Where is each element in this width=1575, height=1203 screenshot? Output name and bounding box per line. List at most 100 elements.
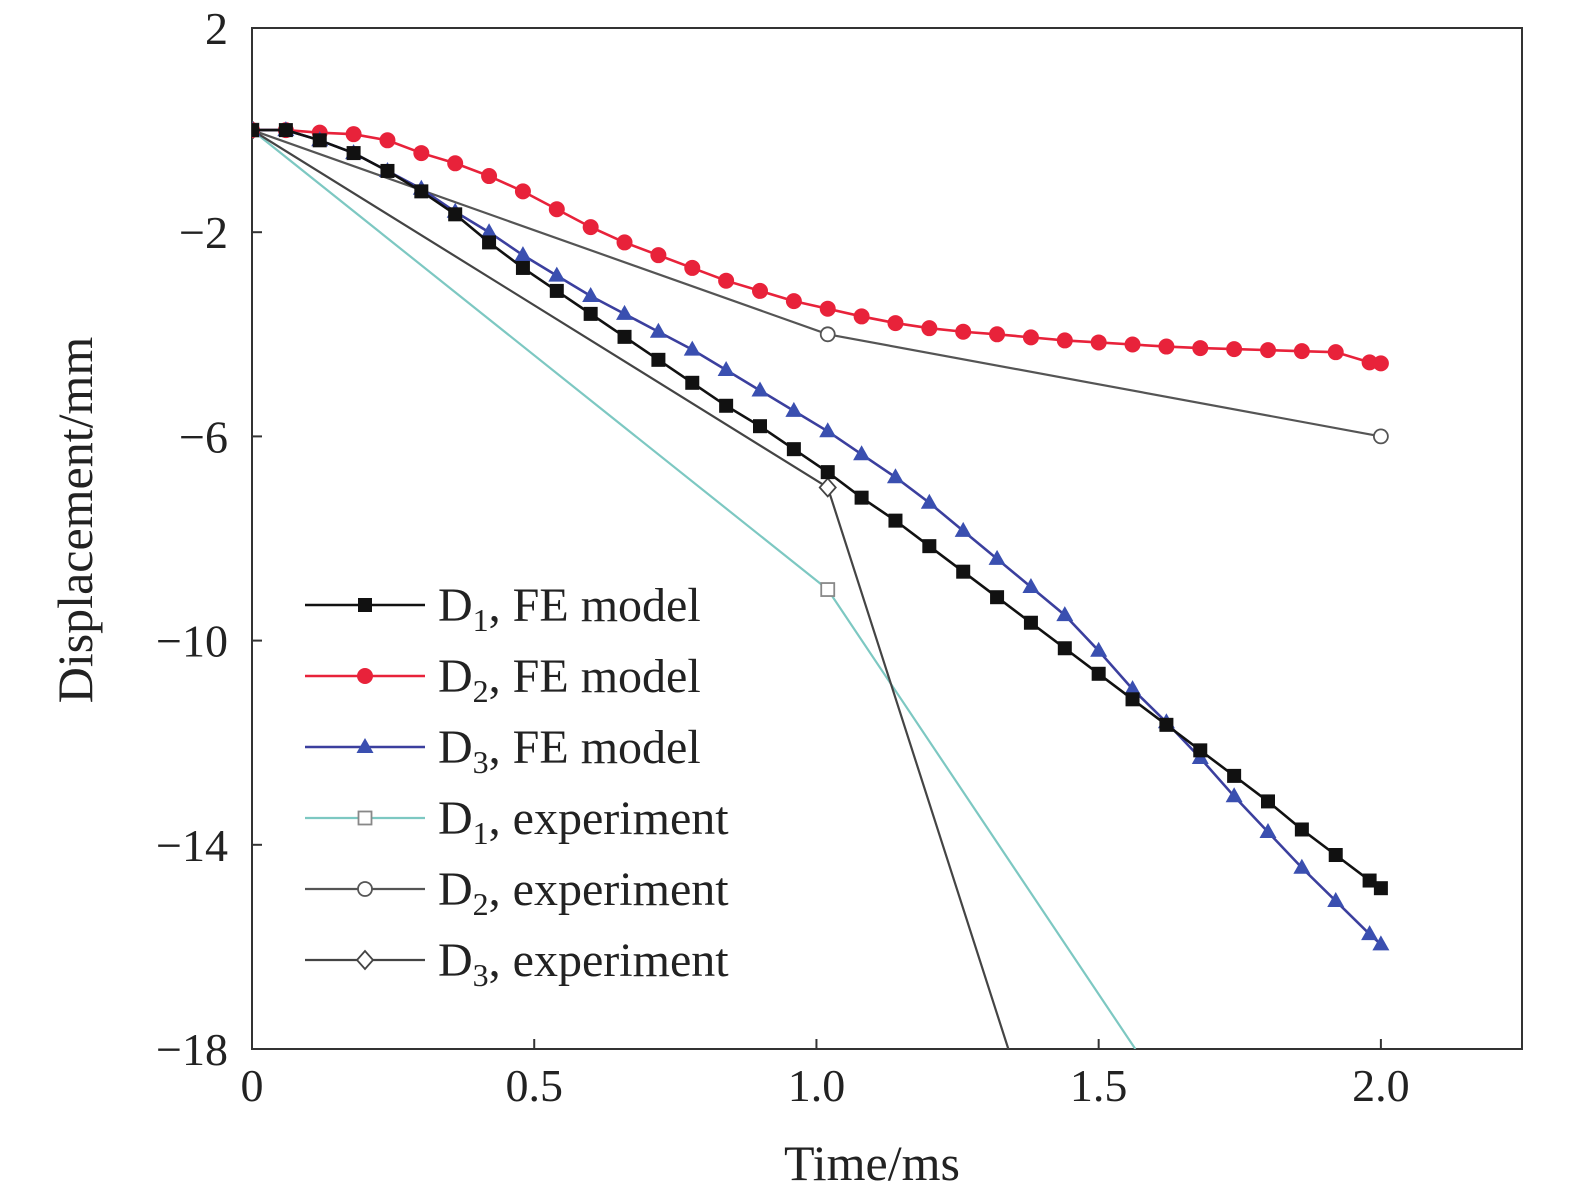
data-point	[448, 207, 463, 222]
x-axis-title: Time/ms	[784, 1135, 960, 1191]
data-point	[1056, 606, 1074, 622]
legend-label-rest: , experiment	[489, 863, 730, 916]
data-point	[1372, 355, 1389, 372]
legend-label-subscript: 1	[473, 602, 489, 638]
data-point	[278, 123, 293, 138]
series-2	[252, 121, 1390, 951]
legend-label-main: D	[438, 934, 473, 987]
y-axis-title: Displacement/mm	[47, 337, 103, 704]
data-point	[818, 477, 837, 498]
data-point	[651, 352, 666, 367]
data-point	[719, 398, 734, 413]
x-tick-label: 2.0	[1352, 1060, 1410, 1111]
data-point	[1261, 794, 1275, 809]
data-point	[887, 315, 904, 332]
legend-label-subscript: 2	[473, 673, 489, 709]
legend-label-subscript: 2	[473, 886, 489, 922]
legend-label-rest: , experiment	[489, 792, 730, 845]
legend-label-main: D	[438, 863, 473, 916]
data-point	[447, 155, 464, 172]
series-line	[252, 128, 1382, 946]
data-point	[380, 163, 395, 178]
data-point	[583, 306, 598, 321]
data-point	[1022, 577, 1040, 593]
x-tick-label: 0	[241, 1060, 264, 1111]
data-point	[1227, 768, 1242, 783]
data-point	[921, 320, 938, 337]
data-point	[346, 146, 361, 161]
data-point	[819, 300, 836, 317]
legend-item: D3, experiment	[305, 934, 729, 993]
data-point	[854, 490, 869, 505]
legend-label-rest: , FE model	[489, 721, 701, 774]
legend-label-rest: , FE model	[489, 650, 701, 703]
data-point	[1327, 344, 1344, 361]
data-point	[990, 590, 1005, 605]
data-point	[413, 145, 430, 162]
legend-label: D2, experiment	[438, 863, 729, 922]
data-point	[685, 375, 700, 390]
data-point	[1159, 717, 1174, 732]
data-point	[752, 282, 768, 299]
x-tick-label: 0.5	[505, 1060, 563, 1111]
data-point	[684, 259, 701, 276]
data-point	[753, 419, 767, 434]
series-line	[252, 128, 1382, 365]
data-point	[1361, 925, 1379, 941]
data-point	[1362, 873, 1377, 888]
data-point	[819, 422, 837, 438]
legend-label: D3, experiment	[438, 934, 729, 993]
data-point	[1193, 743, 1208, 758]
data-point	[515, 260, 530, 275]
data-point	[1260, 342, 1276, 359]
legend-item: D1, experiment	[305, 792, 729, 851]
legend-label: D1, FE model	[438, 579, 701, 638]
series-4	[252, 122, 1389, 445]
legend-label-rest: , FE model	[489, 579, 701, 632]
series-line	[252, 128, 1382, 890]
legend-label-rest: , experiment	[489, 934, 730, 987]
legend-label-main: D	[438, 579, 473, 632]
data-point	[888, 513, 903, 528]
legend-label: D2, FE model	[438, 650, 701, 709]
data-point	[514, 183, 531, 200]
data-point	[482, 235, 497, 250]
data-point	[414, 184, 429, 199]
legend-item: D3, FE model	[305, 721, 701, 780]
data-point	[548, 266, 566, 282]
data-point	[616, 304, 634, 320]
legend-label-main: D	[438, 650, 473, 703]
data-point	[1372, 428, 1389, 445]
data-point	[616, 234, 633, 251]
data-point	[751, 381, 769, 397]
data-point	[785, 401, 803, 417]
legend-marker	[357, 881, 373, 897]
data-point	[1293, 343, 1310, 360]
data-point	[1158, 338, 1175, 355]
data-point	[514, 246, 532, 262]
data-point	[379, 132, 396, 149]
legend-label-subscript: 3	[473, 957, 489, 993]
data-point	[1372, 935, 1390, 951]
data-point	[819, 326, 836, 343]
data-point	[786, 442, 801, 457]
legend-marker	[357, 668, 373, 684]
legend-label: D3, FE model	[438, 721, 701, 780]
data-point	[1022, 329, 1039, 346]
data-point	[1090, 641, 1108, 657]
data-point	[1225, 787, 1243, 803]
data-point	[1056, 332, 1073, 349]
data-point	[1294, 822, 1309, 837]
data-point	[1124, 336, 1141, 353]
legend-marker	[356, 738, 374, 753]
data-point	[650, 247, 667, 264]
legend-marker	[357, 810, 373, 826]
series-1	[252, 122, 1389, 372]
legend-marker	[358, 598, 372, 612]
data-point	[955, 323, 972, 340]
x-tick-label: 1.0	[788, 1060, 846, 1111]
data-point	[820, 582, 836, 597]
data-point	[1327, 891, 1345, 907]
data-point	[853, 445, 871, 461]
